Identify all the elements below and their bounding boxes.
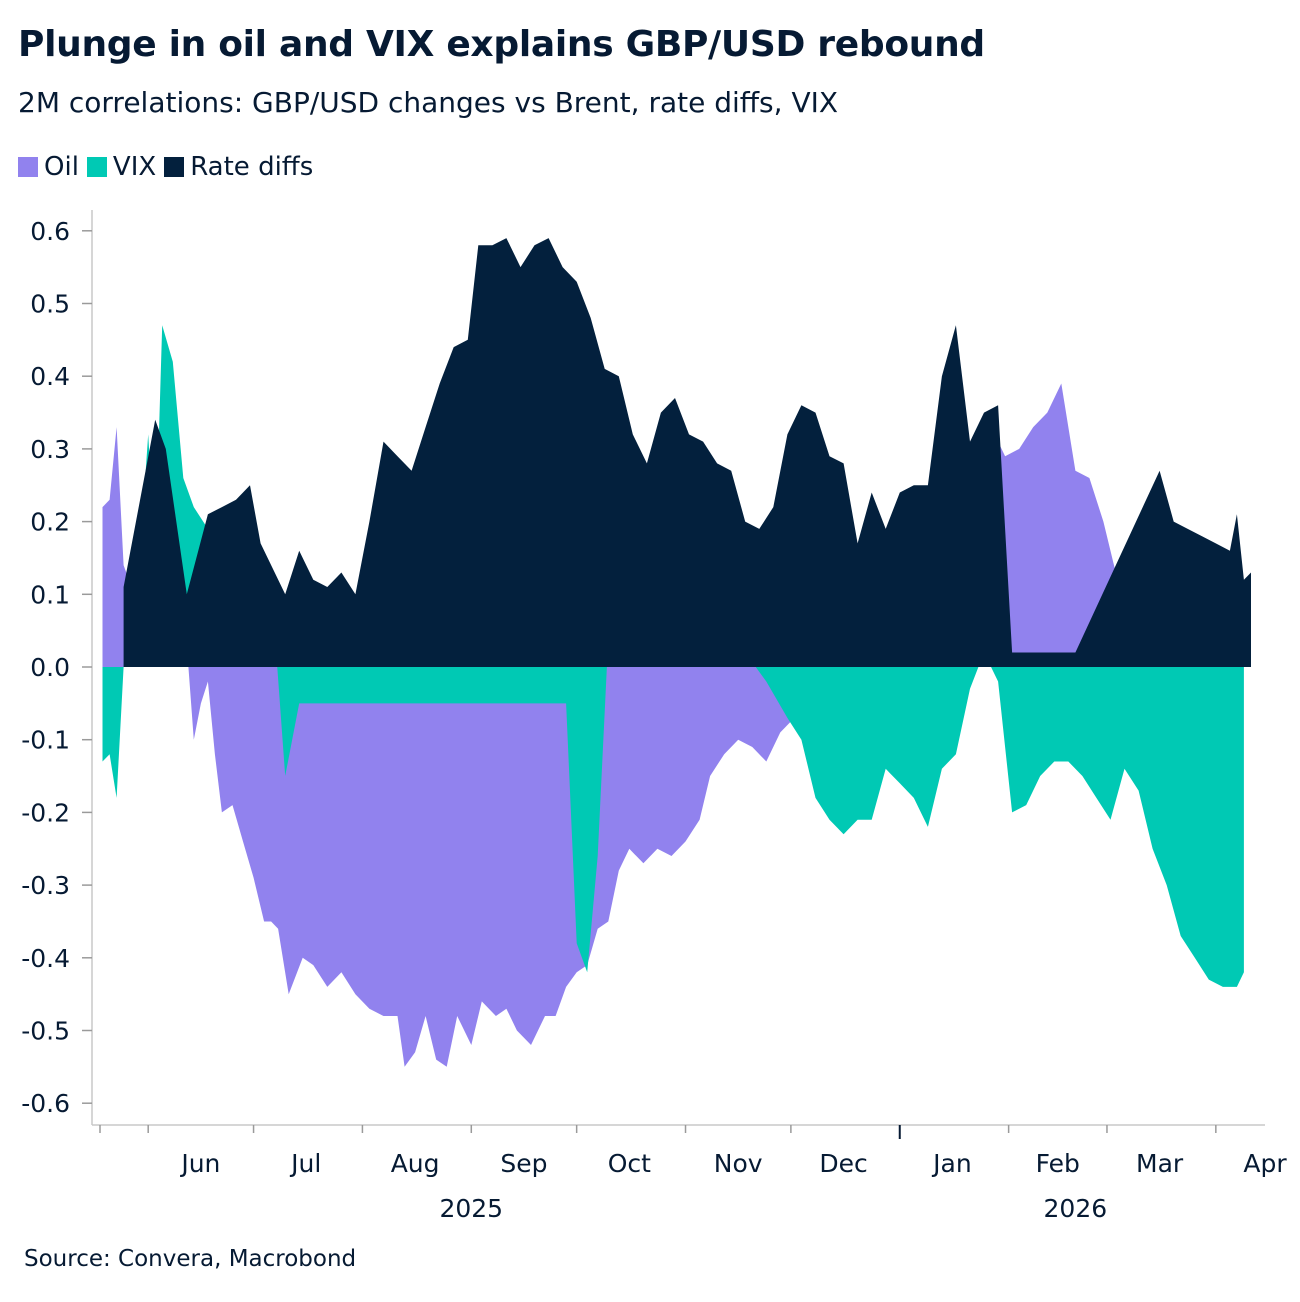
y-tick-label: 0.1 xyxy=(30,580,70,609)
x-year-label: 2025 xyxy=(439,1194,503,1223)
x-month-label: Jul xyxy=(289,1149,321,1178)
y-tick-label: 0.3 xyxy=(30,435,70,464)
y-tick-label: 0.6 xyxy=(30,217,70,246)
legend-item-oil: Oil xyxy=(18,152,79,182)
x-month-label: Sep xyxy=(500,1149,547,1178)
x-month-label: Mar xyxy=(1136,1149,1184,1178)
legend-label-oil: Oil xyxy=(44,152,79,182)
x-month-label: Jan xyxy=(931,1149,972,1178)
axis-layer: 0.6 0.5 0.4 0.3 0.2 0.1 0.0 -0.1 -0.2 -0.3 -0.4 -0.… xyxy=(21,210,1287,1223)
legend-label-rate-diffs: Rate diffs xyxy=(190,152,314,182)
y-tick-label: -0.3 xyxy=(21,871,70,900)
y-tick-label: 0.0 xyxy=(30,653,70,682)
x-month-label: Aug xyxy=(391,1149,440,1178)
legend-swatch-oil xyxy=(18,157,38,177)
chart-subtitle: 2M correlations: GBP/USD changes vs Bren… xyxy=(18,86,839,119)
y-tick-label: 0.5 xyxy=(30,290,70,319)
y-tick-label: -0.5 xyxy=(21,1017,70,1046)
legend-item-vix: VIX xyxy=(86,152,157,182)
legend-label-vix: VIX xyxy=(112,152,157,182)
legend: Oil VIX Rate diffs xyxy=(18,152,321,182)
x-month-label: Nov xyxy=(714,1149,763,1178)
x-month-label: Jun xyxy=(179,1149,220,1178)
y-tick-label: -0.2 xyxy=(21,798,70,827)
x-year-label: 2026 xyxy=(1044,1194,1108,1223)
y-tick-label: -0.4 xyxy=(21,944,70,973)
chart-title: Plunge in oil and VIX explains GBP/USD r… xyxy=(18,24,985,65)
x-month-label: Oct xyxy=(608,1149,651,1178)
series-layer xyxy=(102,238,1252,1067)
y-tick-label: 0.2 xyxy=(30,508,70,537)
legend-swatch-vix xyxy=(86,157,107,177)
legend-item-rate-diffs: Rate diffs xyxy=(164,152,313,182)
source-note: Source: Convera, Macrobond xyxy=(24,1246,357,1272)
y-tick-label: 0.4 xyxy=(30,362,70,391)
x-month-label: Feb xyxy=(1036,1149,1080,1178)
y-tick-label: -0.6 xyxy=(21,1089,70,1118)
x-month-label: Apr xyxy=(1243,1149,1287,1178)
series-area-rate-diffs xyxy=(123,238,1252,667)
x-month-label: Dec xyxy=(819,1149,867,1178)
y-tick-label: -0.1 xyxy=(21,726,70,755)
legend-swatch-rate-diffs xyxy=(164,157,185,177)
